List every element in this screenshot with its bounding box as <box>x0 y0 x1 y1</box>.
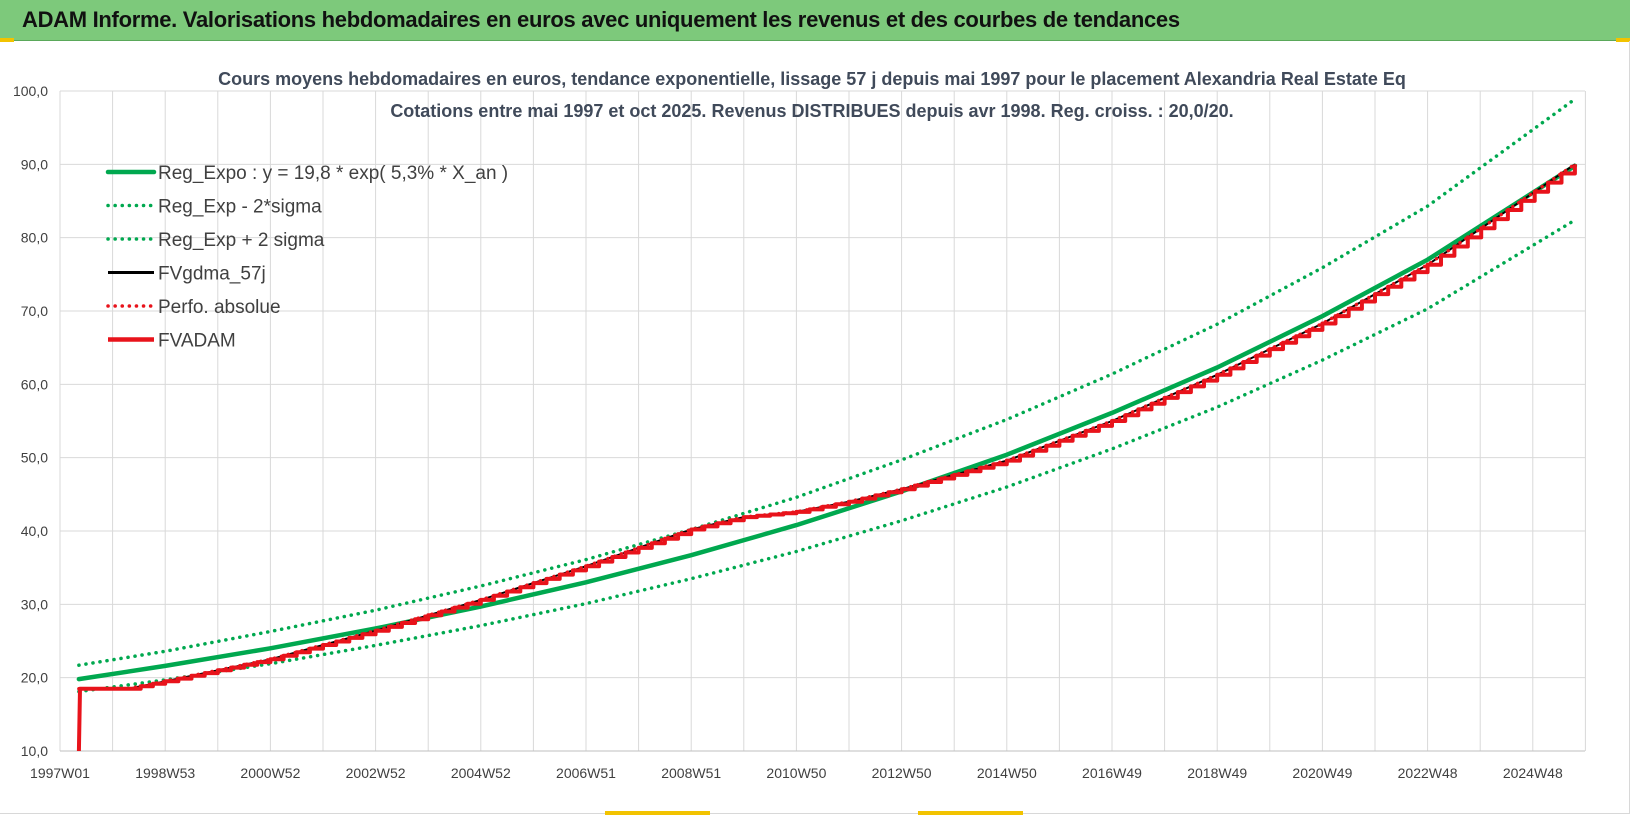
x-tick-label: 2018W49 <box>1187 765 1247 781</box>
y-tick-label: 100,0 <box>13 83 48 99</box>
x-tick-label: 2006W51 <box>556 765 616 781</box>
corner-mark-left <box>0 38 14 42</box>
page-title: ADAM Informe. Valorisations hebdomadaire… <box>22 7 1180 32</box>
y-tick-label: 80,0 <box>21 230 48 246</box>
y-tick-label: 20,0 <box>21 670 48 686</box>
bottom-mark-2 <box>918 811 1023 815</box>
x-tick-label: 1997W01 <box>30 765 90 781</box>
axis-labels: 10,0 20,0 30,0 40,0 50,0 60,0 70,0 80,0 90,0 100,… <box>13 83 1563 781</box>
x-tick-label: 1998W53 <box>135 765 195 781</box>
legend-label: Reg_Expo : y = 19,8 * exp( 5,3% * X_an ) <box>158 163 508 184</box>
corner-mark-right <box>1616 38 1630 42</box>
x-tick-label: 2014W50 <box>977 765 1037 781</box>
x-tick-label: 2016W49 <box>1082 765 1142 781</box>
x-tick-label: 2010W50 <box>766 765 826 781</box>
x-tick-label: 2024W48 <box>1503 765 1563 781</box>
bottom-mark-1 <box>605 811 710 815</box>
x-tick-label: 2020W49 <box>1292 765 1352 781</box>
legend-label: FVgdma_57j <box>158 264 266 285</box>
x-tick-label: 2012W50 <box>872 765 932 781</box>
chart-legend: Reg_Expo : y = 19,8 * exp( 5,3% * X_an )… <box>105 163 508 352</box>
series-layer <box>76 97 1578 752</box>
legend-label: Perfo. absolue <box>158 297 281 318</box>
header-bar: ADAM Informe. Valorisations hebdomadaire… <box>0 0 1630 41</box>
series-line-2 <box>77 218 1577 694</box>
series-line-3 <box>77 97 1577 667</box>
x-tick-label: 2002W52 <box>346 765 406 781</box>
x-tick-label: 2004W52 <box>451 765 511 781</box>
series-line-6 <box>76 164 1577 752</box>
y-tick-label: 60,0 <box>21 376 48 392</box>
y-tick-label: 70,0 <box>21 303 48 319</box>
legend-label: FVADAM <box>158 331 236 352</box>
chart-title-line1: Cours moyens hebdomadaires en euros, ten… <box>218 69 1406 89</box>
series-line-1 <box>76 163 1578 682</box>
y-tick-label: 30,0 <box>21 596 48 612</box>
y-tick-label: 90,0 <box>21 156 48 172</box>
chart-title-line2: Cotations entre mai 1997 et oct 2025. Re… <box>390 101 1233 121</box>
legend-label: Reg_Exp - 2*sigma <box>158 197 322 218</box>
y-tick-label: 10,0 <box>21 743 48 759</box>
x-tick-label: 2008W51 <box>661 765 721 781</box>
y-tick-label: 50,0 <box>21 450 48 466</box>
legend-label: Reg_Exp + 2 sigma <box>158 230 325 251</box>
x-tick-label: 2000W52 <box>240 765 300 781</box>
y-tick-label: 40,0 <box>21 523 48 539</box>
grid-layer <box>59 90 1586 752</box>
x-tick-label: 2022W48 <box>1398 765 1458 781</box>
